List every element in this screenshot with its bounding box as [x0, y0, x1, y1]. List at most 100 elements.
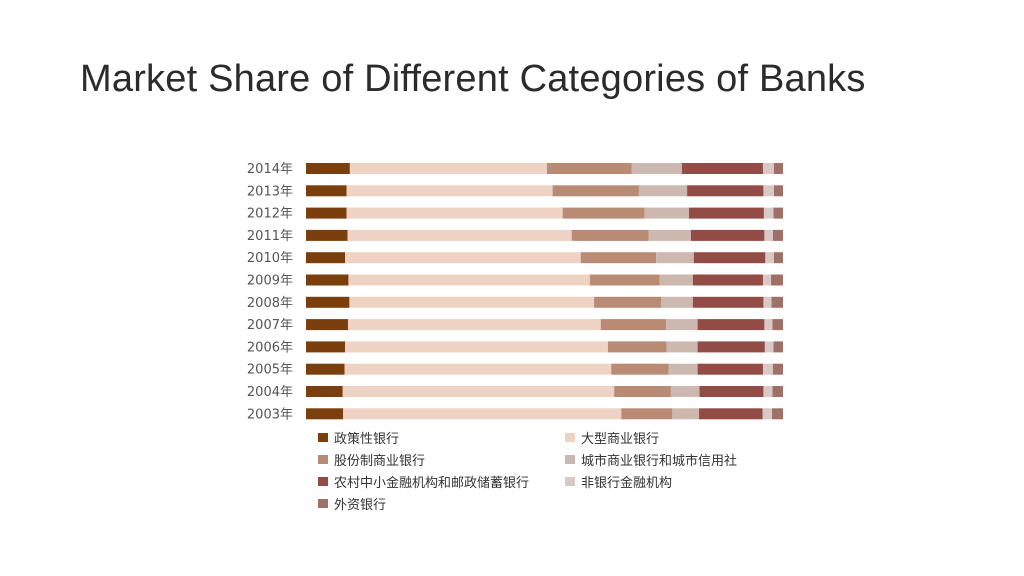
bar-segment	[692, 274, 763, 286]
bar-segment	[607, 341, 667, 353]
bar-segment	[638, 185, 688, 197]
bar-segment	[345, 341, 608, 353]
bar-segment	[306, 296, 350, 308]
legend-swatch	[318, 455, 328, 464]
legend-label: 大型商业银行	[581, 432, 660, 447]
bar-segment	[699, 386, 764, 397]
legend-item: 政策性银行	[318, 428, 399, 447]
bar-segment	[681, 163, 763, 174]
bar-segment	[661, 296, 693, 308]
bar-segment	[348, 274, 590, 286]
bar-segment	[342, 386, 615, 397]
legend-label: 股份制商业银行	[334, 454, 426, 469]
legend-label: 农村中小金融机构和邮政储蓄银行	[334, 476, 530, 491]
legend-item: 城市商业银行和城市信用社	[565, 450, 737, 469]
category-label: 2011年	[247, 229, 293, 244]
bar-segment	[659, 274, 693, 286]
bar-segment	[546, 163, 632, 174]
bar-segment	[763, 386, 773, 397]
bar-segment	[306, 363, 345, 375]
bar-segment	[347, 229, 572, 241]
bar-segment	[762, 163, 774, 174]
bar-segment	[697, 363, 763, 375]
bar-segment	[763, 207, 774, 219]
category-label: 2005年	[247, 363, 293, 378]
legend-label: 非银行金融机构	[581, 476, 673, 491]
bar-segment	[594, 296, 662, 308]
legend-swatch	[565, 455, 575, 464]
legend-swatch	[318, 433, 328, 442]
bar-segment	[306, 319, 348, 331]
bar-segment	[349, 163, 547, 174]
legend-item: 股份制商业银行	[318, 450, 425, 469]
category-label: 2008年	[247, 296, 293, 311]
bar-segment	[343, 408, 622, 420]
category-label: 2012年	[247, 207, 293, 222]
bar-segment	[690, 229, 765, 241]
bar-segment	[306, 386, 343, 397]
bar-segment	[562, 207, 645, 219]
bar-segment	[666, 341, 698, 353]
bar-segment	[672, 408, 700, 420]
bar-segment	[693, 252, 766, 264]
legend-swatch	[565, 477, 575, 486]
category-label: 2007年	[247, 318, 293, 333]
bar-segment	[644, 207, 690, 219]
bar-segment	[692, 296, 764, 308]
legend-swatch	[565, 433, 575, 442]
bar-segment	[764, 319, 773, 331]
bar-segment	[306, 274, 349, 286]
category-label: 2014年	[247, 162, 293, 177]
legend-item: 大型商业银行	[565, 428, 659, 447]
bar-segment	[697, 319, 765, 331]
bar-segment	[699, 408, 763, 420]
bar-segment	[306, 229, 348, 241]
bar-segment	[346, 185, 553, 197]
bar-segment	[772, 229, 783, 241]
bar-segment	[552, 185, 639, 197]
bar-segment	[763, 185, 774, 197]
bar-segment	[666, 319, 698, 331]
bar-segment	[765, 252, 774, 264]
legend-label: 城市商业银行和城市信用社	[581, 454, 738, 469]
category-label: 2010年	[247, 251, 293, 266]
category-label: 2013年	[247, 184, 293, 199]
legend-item: 农村中小金融机构和邮政储蓄银行	[318, 472, 529, 491]
bar-segment	[773, 207, 783, 219]
bar-segment	[762, 363, 773, 375]
legend-item: 外资银行	[318, 494, 386, 513]
bar-segment	[771, 274, 784, 286]
bar-segment	[772, 363, 783, 375]
bar-segment	[656, 252, 694, 264]
bar-segment	[764, 229, 773, 241]
bar-segment	[345, 252, 581, 264]
bar-segment	[648, 229, 691, 241]
bar-segment	[344, 363, 612, 375]
bar-segment	[772, 408, 783, 420]
bar-segment	[668, 363, 698, 375]
bar-segment	[306, 341, 346, 353]
category-label: 2003年	[247, 407, 293, 422]
bar-segment	[763, 296, 772, 308]
bar-segment	[631, 163, 682, 174]
bar-segment	[762, 408, 773, 420]
bar-segment	[580, 252, 657, 264]
bar-segment	[306, 252, 346, 264]
category-label: 2009年	[247, 274, 293, 289]
bar-segment	[697, 341, 765, 353]
bar-segment	[589, 274, 660, 286]
legend-item: 非银行金融机构	[565, 472, 672, 491]
bar-segment	[306, 163, 350, 174]
bar-segment	[687, 185, 764, 197]
bar-segment	[771, 296, 783, 308]
bar-segment	[772, 319, 783, 331]
bar-segment	[773, 252, 783, 264]
bar-segment	[349, 296, 595, 308]
bar-segment	[306, 408, 344, 420]
bar-segment	[600, 319, 667, 331]
slide-title: Market Share of Different Categories of …	[80, 58, 866, 100]
bar-segment	[346, 207, 563, 219]
bar-segment	[611, 363, 669, 375]
category-label: 2004年	[247, 385, 293, 400]
